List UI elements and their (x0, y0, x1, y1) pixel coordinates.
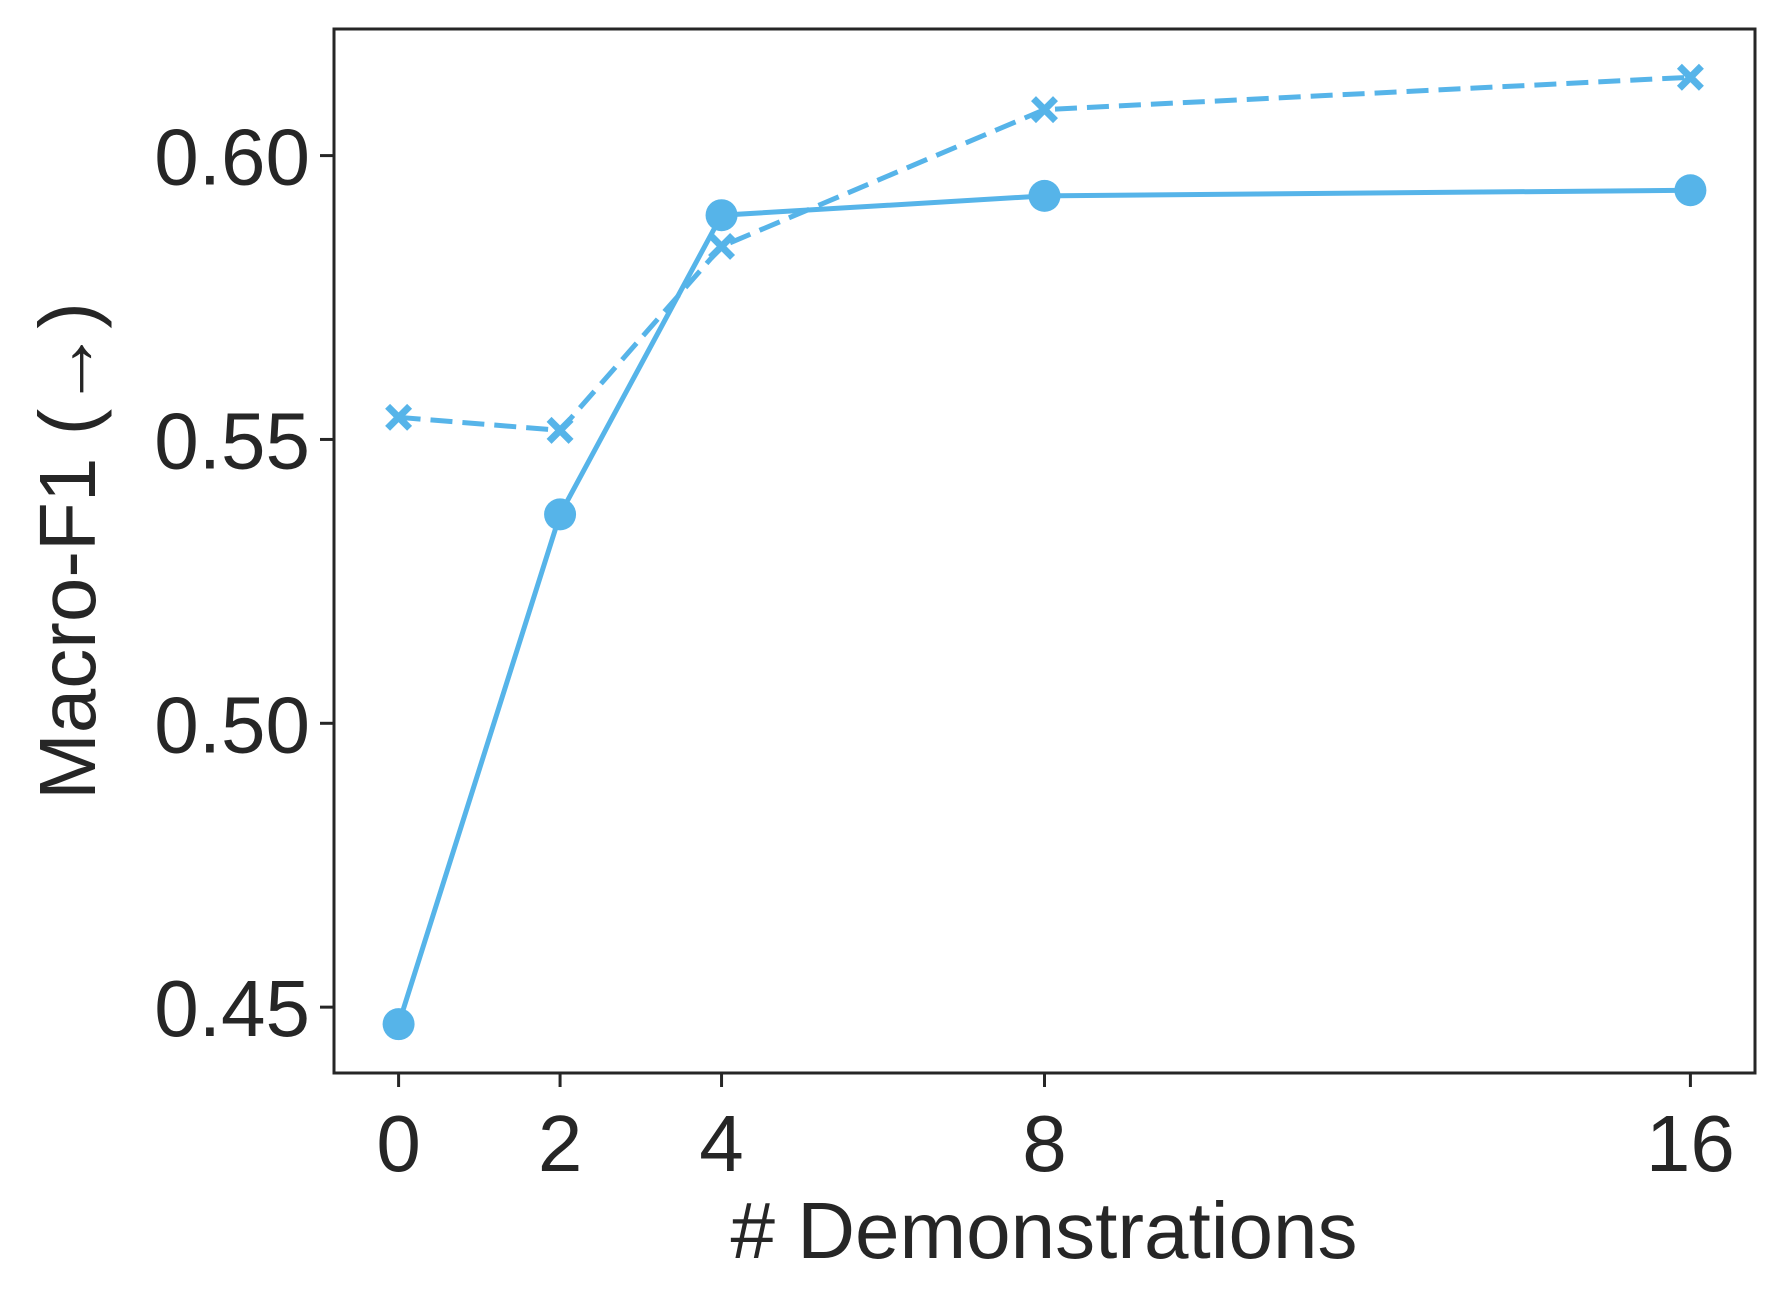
x-tick-label: 2 (538, 1099, 583, 1188)
marker (546, 416, 574, 444)
y-tick-label: 0.60 (154, 113, 310, 202)
y-tick-label: 0.50 (154, 680, 310, 769)
y-tick-label: 0.45 (154, 964, 310, 1053)
marker (1674, 174, 1707, 207)
y-tick-label: 0.55 (154, 396, 310, 485)
marker (382, 1008, 415, 1041)
x-tick-label: 16 (1646, 1099, 1735, 1188)
marker (705, 199, 738, 232)
marker (1031, 96, 1058, 124)
x-tick-label: 0 (376, 1099, 421, 1188)
series-line (398, 74, 1691, 433)
x-tick-label: 8 (1022, 1099, 1067, 1188)
marker (1028, 179, 1061, 212)
x-tick-label: 4 (699, 1099, 744, 1188)
marker (1676, 63, 1704, 91)
marker (708, 232, 736, 260)
marker (385, 403, 413, 431)
x-axis-label: # Demonstrations (731, 1186, 1358, 1275)
y-axis-label: Macro-F1 (→) (23, 302, 112, 800)
series-line (396, 187, 1691, 1025)
marker (544, 498, 577, 531)
